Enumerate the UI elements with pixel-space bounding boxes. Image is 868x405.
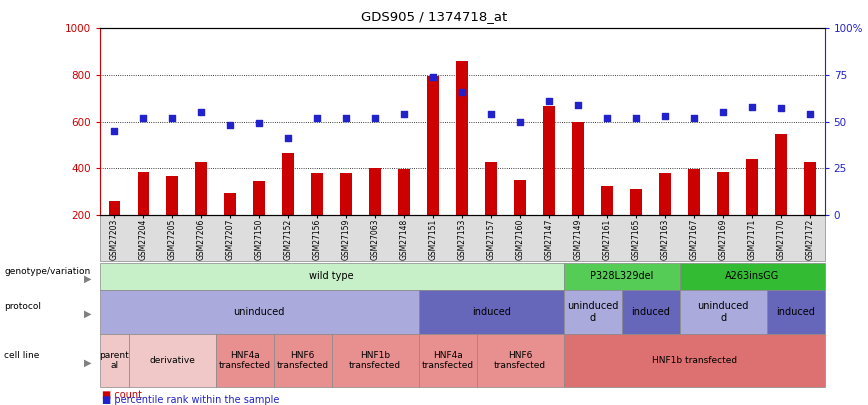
Point [310, 115, 324, 121]
Point [803, 111, 817, 117]
Point [368, 115, 382, 121]
Text: GDS905 / 1374718_at: GDS905 / 1374718_at [361, 10, 507, 23]
Text: protocol: protocol [4, 303, 42, 311]
Bar [137, 172, 149, 215]
Point [253, 120, 266, 127]
Bar [370, 168, 381, 215]
Bar [108, 201, 120, 215]
Point [542, 98, 556, 104]
Point [774, 105, 788, 112]
Point [629, 115, 643, 121]
Text: induced: induced [472, 307, 510, 317]
Bar [457, 61, 468, 215]
Bar [746, 159, 758, 215]
Bar [602, 185, 613, 215]
Text: ▶: ▶ [83, 358, 91, 367]
Text: HNF4a
transfected: HNF4a transfected [422, 351, 474, 370]
Text: HNF1b transfected: HNF1b transfected [652, 356, 737, 365]
Bar [225, 192, 236, 215]
Text: uninduced: uninduced [233, 307, 285, 317]
Point [426, 74, 440, 80]
Bar [572, 122, 584, 215]
Text: ■ count: ■ count [102, 390, 142, 400]
Point [398, 111, 411, 117]
Point [455, 88, 469, 95]
Bar [167, 176, 178, 215]
Text: HNF6
transfected: HNF6 transfected [494, 351, 546, 370]
Bar [340, 173, 352, 215]
Point [108, 128, 122, 134]
Point [223, 122, 237, 128]
Text: ▶: ▶ [83, 309, 91, 319]
Bar [630, 189, 642, 215]
Bar [543, 107, 555, 215]
Bar [195, 162, 207, 215]
Point [136, 115, 150, 121]
Text: induced: induced [776, 307, 815, 317]
Text: genotype/variation: genotype/variation [4, 267, 90, 276]
Text: uninduced
d: uninduced d [698, 301, 749, 323]
Bar [515, 180, 526, 215]
Text: cell line: cell line [4, 351, 40, 360]
Point [658, 113, 672, 119]
Point [600, 115, 614, 121]
Text: parent
al: parent al [100, 351, 129, 370]
Text: uninduced
d: uninduced d [567, 301, 618, 323]
Text: A263insGG: A263insGG [725, 271, 779, 281]
Point [484, 111, 498, 117]
Text: wild type: wild type [309, 271, 354, 281]
Bar [427, 76, 439, 215]
Point [687, 115, 701, 121]
Text: ■ percentile rank within the sample: ■ percentile rank within the sample [102, 395, 279, 405]
Text: HNF4a
transfected: HNF4a transfected [219, 351, 271, 370]
Text: P328L329del: P328L329del [590, 271, 654, 281]
Point [339, 115, 353, 121]
Point [281, 135, 295, 141]
Bar [282, 153, 294, 215]
Bar [805, 162, 816, 215]
Text: derivative: derivative [149, 356, 195, 365]
Point [194, 109, 208, 115]
Point [165, 115, 180, 121]
Point [745, 103, 759, 110]
Point [716, 109, 730, 115]
Point [571, 102, 585, 108]
Bar [312, 173, 323, 215]
Bar [717, 172, 729, 215]
Bar [775, 134, 787, 215]
Text: HNF1b
transfected: HNF1b transfected [349, 351, 401, 370]
Bar [660, 173, 671, 215]
Text: induced: induced [631, 307, 670, 317]
Bar [398, 169, 410, 215]
Text: ▶: ▶ [83, 273, 91, 283]
Bar [688, 169, 700, 215]
Bar [253, 181, 265, 215]
Bar [485, 162, 497, 215]
Text: HNF6
transfected: HNF6 transfected [277, 351, 329, 370]
Point [513, 118, 527, 125]
